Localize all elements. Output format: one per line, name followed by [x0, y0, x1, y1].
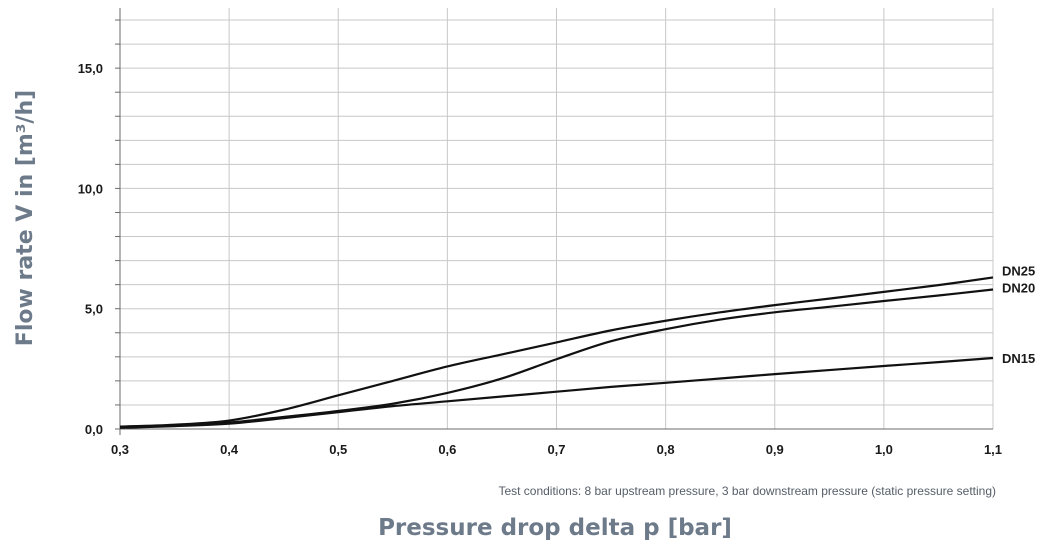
series-lines: [119, 276, 994, 429]
x-tick-label: 0,9: [766, 442, 784, 457]
test-conditions-note: Test conditions: 8 bar upstream pressure…: [498, 484, 996, 498]
y-axis-label: Flow rate V in [m³/h]: [13, 90, 38, 346]
x-axis-label: Pressure drop delta p [bar]: [378, 515, 732, 541]
series-labels: DN25 DN20 DN15: [1002, 263, 1035, 366]
y-tick-label: 15,0: [78, 61, 103, 76]
series-label-dn25: DN25: [1002, 263, 1035, 278]
y-tick-label: 0,0: [85, 422, 103, 437]
tick-labels: 0,3 0,4 0,5 0,6 0,7 0,8 0,9 1,0 1,1 0,0 5,0 10,0 15,…: [78, 61, 1002, 457]
x-tick-label: 0,8: [657, 442, 675, 457]
series-line-dn20: [119, 288, 994, 429]
grid: [119, 8, 994, 430]
x-tick-label: 0,6: [438, 442, 456, 457]
series-line-dn15: [119, 356, 994, 429]
series-label-dn20: DN20: [1002, 280, 1035, 295]
x-tick-label: 0,3: [111, 442, 129, 457]
x-tick-label: 1,0: [875, 442, 893, 457]
axes: [115, 8, 993, 435]
y-tick-label: 10,0: [78, 181, 103, 196]
series-line-dn25: [119, 276, 994, 428]
x-tick-label: 1,1: [984, 442, 1002, 457]
series-label-dn15: DN15: [1002, 351, 1035, 366]
y-tick-label: 5,0: [85, 302, 103, 317]
x-tick-label: 0,4: [220, 442, 239, 457]
x-tick-label: 0,5: [329, 442, 347, 457]
x-tick-label: 0,7: [547, 442, 565, 457]
